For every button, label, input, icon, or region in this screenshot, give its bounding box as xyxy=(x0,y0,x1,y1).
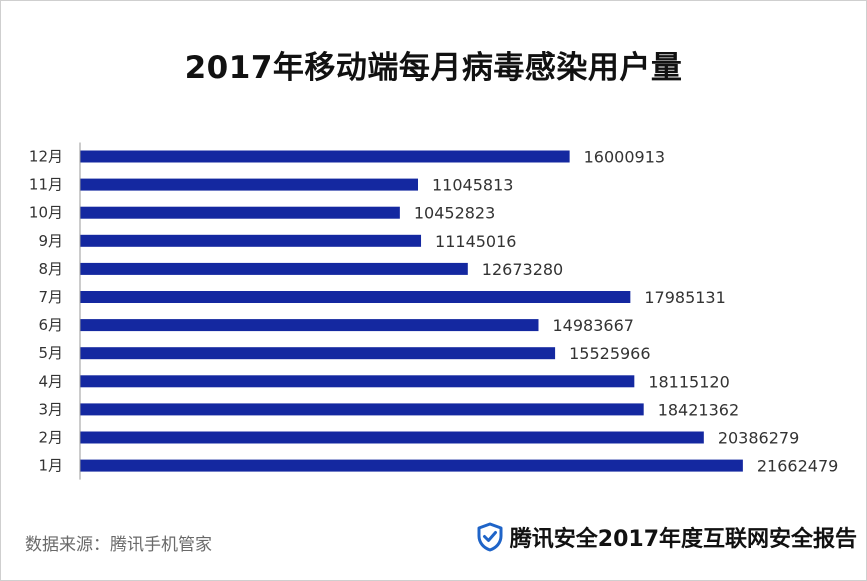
bar xyxy=(80,150,570,163)
data-label: 10452823 xyxy=(414,204,495,223)
data-label: 21662479 xyxy=(757,457,838,476)
y-tick-label: 7月 xyxy=(38,288,63,306)
data-label: 15525966 xyxy=(569,344,650,363)
chart-title: 2017年移动端每月病毒感染用户量 xyxy=(184,50,683,86)
data-label: 11045813 xyxy=(432,176,513,195)
y-tick-label: 3月 xyxy=(38,400,63,418)
report-brand: 腾讯安全2017年度互联网安全报告 xyxy=(476,521,857,553)
data-label: 16000913 xyxy=(584,148,665,167)
bar xyxy=(80,291,631,303)
y-tick-label: 8月 xyxy=(38,260,63,278)
bar xyxy=(80,262,468,275)
y-tick-label: 9月 xyxy=(38,232,63,250)
data-label: 20386279 xyxy=(718,429,799,448)
bar xyxy=(80,459,743,472)
y-tick-label: 4月 xyxy=(38,372,63,390)
y-tick-label: 11月 xyxy=(29,176,63,194)
bar xyxy=(80,403,644,416)
y-tick-label: 5月 xyxy=(38,344,63,362)
bar xyxy=(80,178,419,191)
data-label: 11145016 xyxy=(435,232,516,251)
bar xyxy=(80,234,422,247)
y-tick-label: 2月 xyxy=(38,429,63,447)
bar xyxy=(80,431,704,444)
data-label: 17985131 xyxy=(644,288,725,307)
bar xyxy=(80,375,635,388)
report-brand-text: 腾讯安全2017年度互联网安全报告 xyxy=(509,527,857,552)
data-label: 14983667 xyxy=(553,316,634,335)
shield-check-icon xyxy=(477,522,503,552)
bar xyxy=(80,319,539,332)
data-label: 18421362 xyxy=(658,400,739,419)
bar xyxy=(80,347,556,360)
y-tick-label: 10月 xyxy=(29,204,63,222)
y-tick-label: 1月 xyxy=(38,457,63,475)
data-label: 12673280 xyxy=(482,260,563,279)
data-source-note: 数据来源：腾讯手机管家 xyxy=(25,535,212,555)
y-tick-label: 6月 xyxy=(38,316,63,334)
y-tick-label: 12月 xyxy=(29,148,63,166)
data-label: 18115120 xyxy=(648,372,729,391)
bar xyxy=(80,206,400,219)
